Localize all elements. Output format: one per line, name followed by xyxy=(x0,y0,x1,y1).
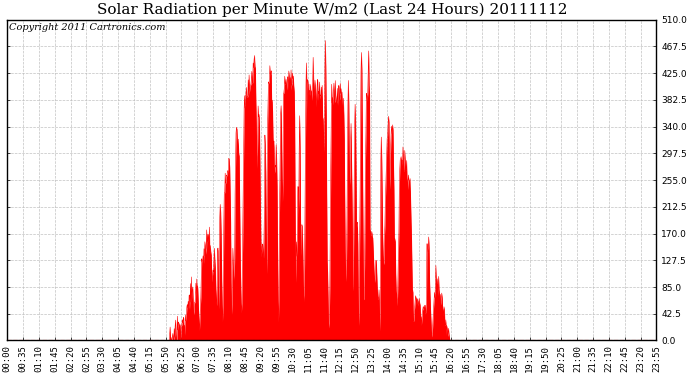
Text: Copyright 2011 Cartronics.com: Copyright 2011 Cartronics.com xyxy=(8,23,165,32)
Title: Solar Radiation per Minute W/m2 (Last 24 Hours) 20111112: Solar Radiation per Minute W/m2 (Last 24… xyxy=(97,3,567,17)
